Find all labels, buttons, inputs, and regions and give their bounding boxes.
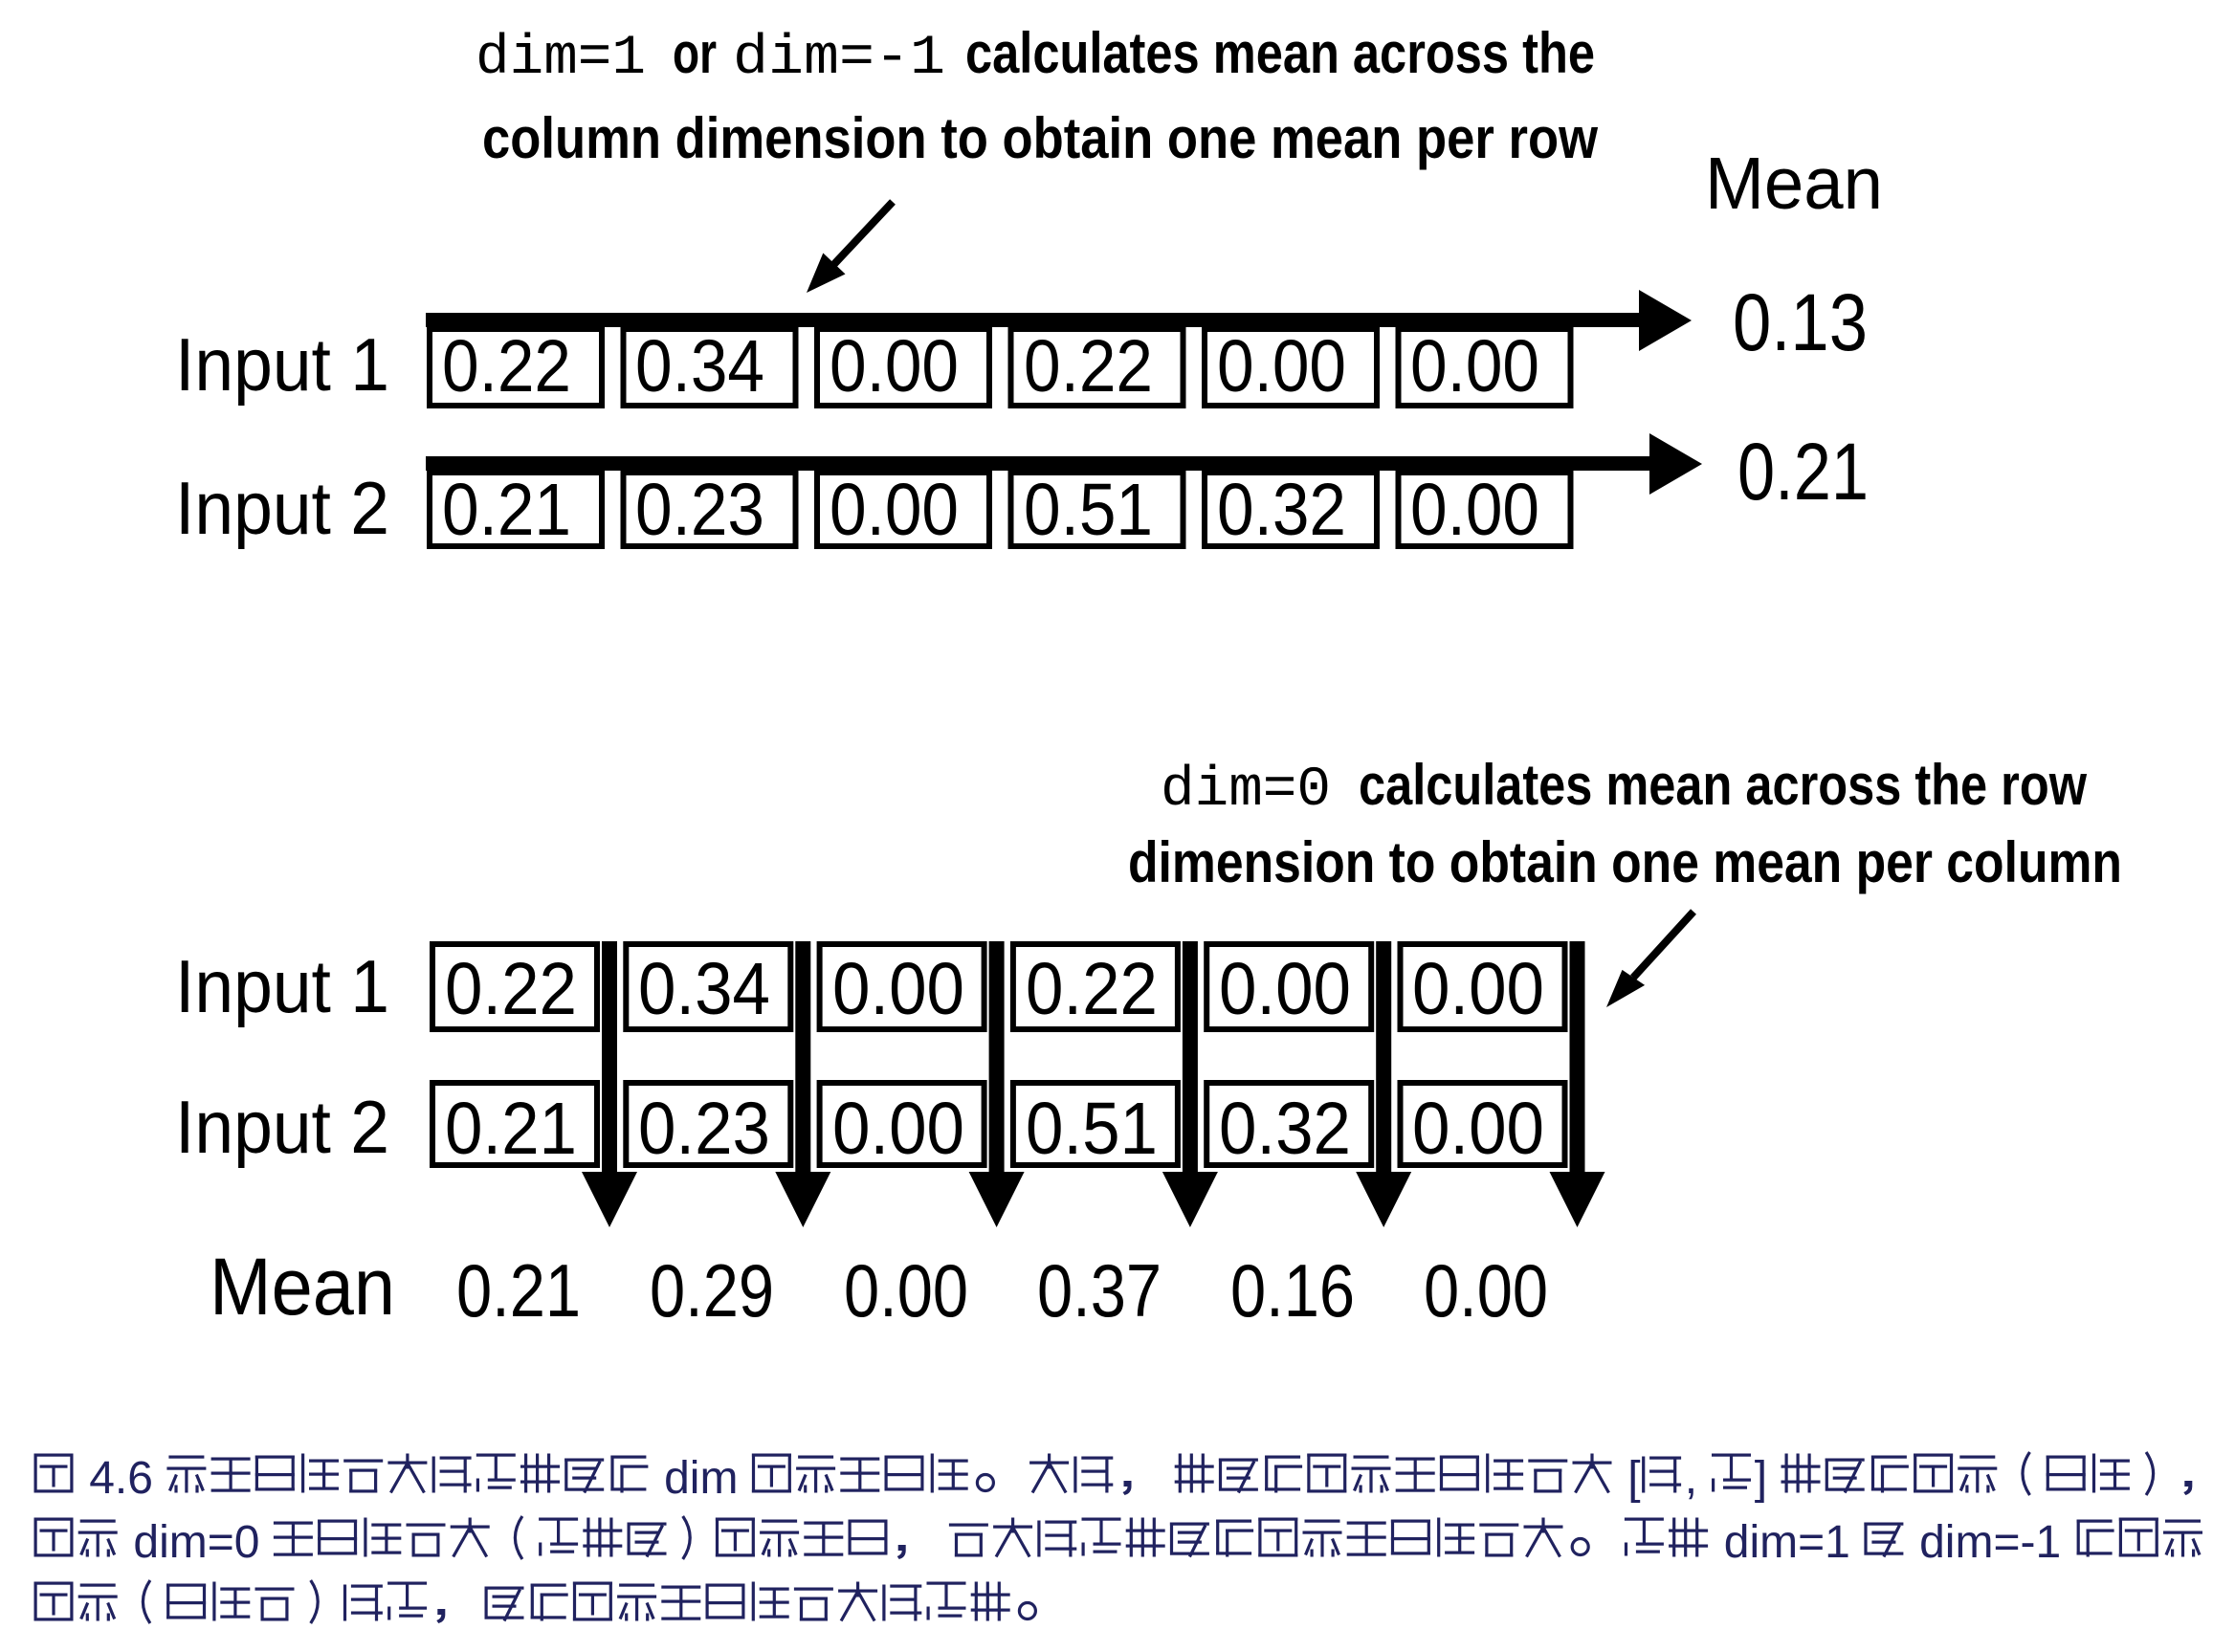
svg-text:[: [ — [1627, 1453, 1640, 1504]
svg-text:0.00: 0.00 — [1410, 325, 1539, 407]
svg-text:0.21: 0.21 — [1737, 427, 1869, 517]
svg-text:0.21: 0.21 — [456, 1248, 581, 1333]
svg-text:0.51: 0.51 — [1024, 469, 1153, 551]
svg-text:Input 2: Input 2 — [175, 1085, 389, 1169]
svg-text:0.16: 0.16 — [1230, 1248, 1355, 1333]
svg-text:0.34: 0.34 — [638, 948, 770, 1030]
svg-text:dimension to obtain one mean p: dimension to obtain one mean per column — [1128, 830, 2122, 894]
svg-text:0.29: 0.29 — [650, 1248, 774, 1333]
svg-text:0.22: 0.22 — [1026, 948, 1158, 1030]
svg-text:0.23: 0.23 — [638, 1088, 770, 1170]
svg-text:calculates mean across the row: calculates mean across the row — [1359, 753, 2087, 817]
svg-text:0.32: 0.32 — [1219, 1088, 1351, 1170]
svg-text:dim=0: dim=0 — [133, 1517, 259, 1568]
svg-text:column dimension to obtain one: column dimension to obtain one mean per … — [482, 106, 1598, 170]
svg-text:]: ] — [1755, 1453, 1767, 1504]
svg-text:Mean: Mean — [210, 1242, 395, 1332]
svg-text:0.32: 0.32 — [1217, 469, 1346, 551]
svg-text:0.13: 0.13 — [1733, 277, 1868, 367]
svg-text:dim: dim — [664, 1453, 738, 1504]
svg-text:Mean: Mean — [1705, 143, 1883, 225]
svg-text:4.6: 4.6 — [89, 1453, 153, 1504]
svg-text:Input 2: Input 2 — [175, 466, 389, 550]
svg-text:Input 1: Input 1 — [175, 322, 389, 407]
svg-text:0.00: 0.00 — [1424, 1248, 1548, 1333]
svg-text:dim=1: dim=1 — [1724, 1517, 1850, 1568]
svg-text:dim=1: dim=1 — [476, 28, 646, 90]
svg-text:0.00: 0.00 — [844, 1248, 968, 1333]
svg-text:or: or — [673, 21, 717, 85]
svg-text:0.00: 0.00 — [832, 948, 964, 1030]
svg-text:0.00: 0.00 — [1217, 325, 1346, 407]
svg-text:0.00: 0.00 — [1219, 948, 1351, 1030]
svg-text:0.00: 0.00 — [830, 325, 959, 407]
svg-text:0.23: 0.23 — [635, 469, 764, 551]
svg-text:Input 1: Input 1 — [175, 944, 389, 1028]
svg-text:calculates mean across the: calculates mean across the — [965, 21, 1595, 85]
svg-text:0.37: 0.37 — [1037, 1248, 1162, 1333]
svg-text:0.34: 0.34 — [635, 325, 764, 407]
svg-text:0.22: 0.22 — [442, 325, 571, 407]
svg-text:0.22: 0.22 — [1024, 325, 1153, 407]
svg-text:0.00: 0.00 — [1412, 948, 1544, 1030]
svg-text:0.21: 0.21 — [442, 469, 571, 551]
svg-text:,: , — [1685, 1453, 1697, 1504]
svg-text:0.22: 0.22 — [445, 948, 577, 1030]
svg-text:0.21: 0.21 — [445, 1088, 577, 1170]
svg-text:dim=-1: dim=-1 — [733, 28, 945, 90]
svg-text:0.00: 0.00 — [1412, 1088, 1544, 1170]
svg-text:0.51: 0.51 — [1026, 1088, 1158, 1170]
svg-text:dim=0: dim=0 — [1161, 760, 1331, 822]
svg-text:0.00: 0.00 — [832, 1088, 964, 1170]
svg-text:dim=-1: dim=-1 — [1919, 1517, 2061, 1568]
svg-text:0.00: 0.00 — [830, 469, 959, 551]
svg-text:0.00: 0.00 — [1410, 469, 1539, 551]
